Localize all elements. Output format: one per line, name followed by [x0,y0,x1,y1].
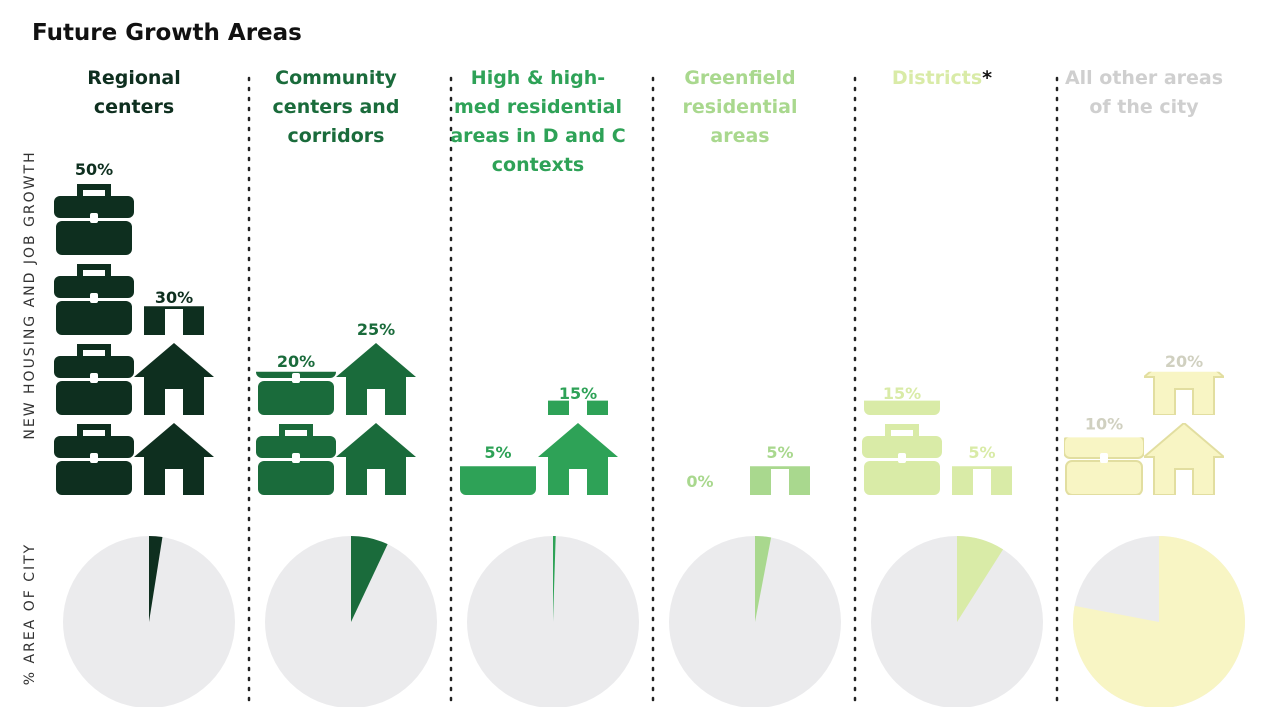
category-heading: Districts* [852,64,1032,93]
category-heading: All other areas of the city [1054,64,1234,122]
area-slice [1073,536,1245,707]
housing-growth-icons [750,466,810,496]
area-slice [149,536,163,622]
value-label: 25% [357,320,395,339]
area-slice [553,536,556,622]
housing-growth-icons [538,400,618,495]
value-label: 15% [883,384,921,403]
housing-growth-icons [952,466,1012,496]
value-label: 5% [766,443,793,462]
housing-growth-icons [134,306,214,495]
chart-title: Future Growth Areas [32,20,302,46]
area-slice [351,536,388,622]
category-heading: Greenfield residential areas [650,64,830,151]
category-heading: High & high-med residential areas in D a… [448,64,628,180]
category-label: All other areas of the city [1064,67,1224,118]
value-label: 5% [484,443,511,462]
area-axis-label: % AREA OF CITY [22,543,38,685]
job-growth-icons [1064,437,1144,495]
area-slice [755,536,772,622]
footnote-mark: * [982,67,993,89]
value-label: 15% [559,384,597,403]
housing-growth-icons [1144,371,1224,495]
job-growth-icons [54,184,134,495]
value-label: 50% [75,160,113,179]
category-label: Districts [891,67,983,89]
job-growth-icons [862,400,942,495]
value-label: 5% [968,443,995,462]
job-growth-icons [460,466,536,495]
value-label: 10% [1085,414,1123,433]
value-label: 30% [155,288,193,307]
area-slice [957,536,1004,622]
growth-axis-label: NEW HOUSING AND JOB GROWTH [22,150,38,439]
category-heading: Community centers and corridors [246,64,426,151]
category-label: Greenfield residential areas [682,67,798,147]
category-heading: Regional centers [44,64,224,122]
job-growth-icons [256,371,336,495]
value-label: 20% [1165,352,1203,371]
value-label: 0% [686,472,713,491]
housing-growth-icons [336,343,416,495]
category-label: Regional centers [87,67,181,118]
category-label: High & high-med residential areas in D a… [450,67,626,176]
category-label: Community centers and corridors [272,67,400,147]
value-label: 20% [277,352,315,371]
